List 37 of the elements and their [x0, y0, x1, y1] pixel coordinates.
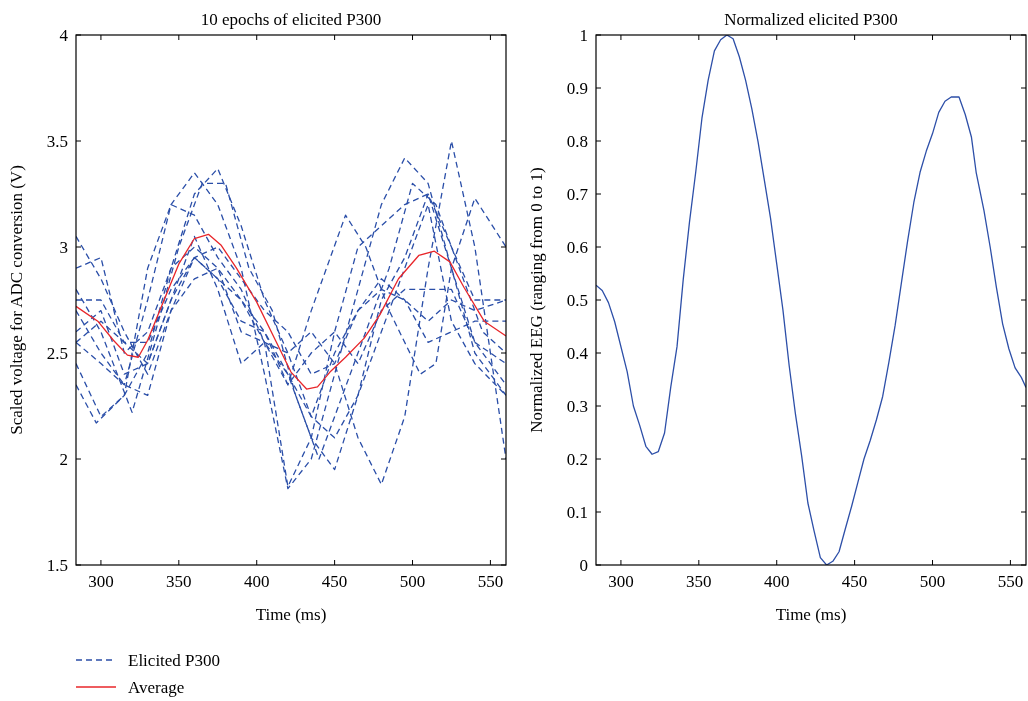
x-tick-label: 450	[321, 572, 348, 591]
x-tick-label: 400	[243, 572, 270, 591]
y-tick-label: 0	[579, 556, 588, 575]
y-tick-label: 0.2	[566, 450, 588, 469]
legend-label: Average	[128, 678, 185, 697]
x-tick-label: 550	[997, 572, 1024, 591]
x-axis-title: Time (ms)	[255, 605, 327, 624]
y-tick-label: 0.3	[566, 397, 588, 416]
x-tick-label: 500	[919, 572, 946, 591]
y-tick-label: 0.9	[566, 79, 588, 98]
y-tick-label: 2.5	[46, 344, 68, 363]
y-tick-label: 1.5	[46, 556, 68, 575]
x-tick-label: 400	[763, 572, 790, 591]
x-tick-label: 450	[841, 572, 868, 591]
x-tick-label: 500	[399, 572, 426, 591]
legend-label: Elicited P300	[128, 651, 221, 670]
x-tick-label: 350	[686, 572, 712, 591]
chart-title: 10 epochs of elicited P300	[200, 10, 382, 29]
y-axis-title: Normalized EEG (ranging from 0 to 1)	[527, 167, 546, 433]
x-tick-label: 300	[608, 572, 634, 591]
x-tick-label: 350	[166, 572, 192, 591]
chart-title: Normalized elicited P300	[724, 10, 898, 29]
y-tick-label: 3	[59, 238, 68, 257]
y-tick-label: 0.6	[566, 238, 588, 257]
y-tick-label: 0.7	[566, 185, 589, 204]
y-tick-label: 1	[579, 26, 588, 45]
y-tick-label: 0.5	[566, 291, 588, 310]
y-tick-label: 0.4	[566, 344, 589, 363]
y-tick-label: 3.5	[46, 132, 68, 151]
x-tick-label: 300	[88, 572, 114, 591]
y-tick-label: 0.1	[566, 503, 588, 522]
y-tick-label: 2	[59, 450, 68, 469]
y-tick-label: 4	[59, 26, 69, 45]
x-tick-label: 550	[477, 572, 504, 591]
y-tick-label: 0.8	[566, 132, 588, 151]
x-axis-title: Time (ms)	[775, 605, 847, 624]
y-axis-title: Scaled voltage for ADC conversion (V)	[7, 165, 26, 435]
